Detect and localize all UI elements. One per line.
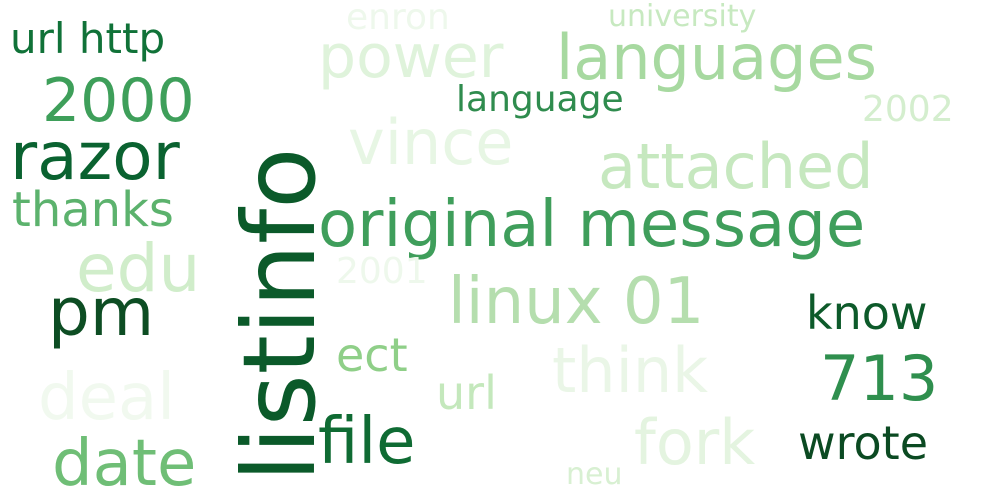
word-languages: languages xyxy=(556,21,877,94)
word-thanks: thanks xyxy=(12,182,174,238)
word-2001: 2001 xyxy=(336,251,428,292)
word-vince: vince xyxy=(348,106,514,179)
word-linux-01: linux 01 xyxy=(448,265,705,339)
word-pm: pm xyxy=(48,274,155,351)
word-university: university xyxy=(608,0,757,34)
word-2000: 2000 xyxy=(42,66,195,136)
word-think: think xyxy=(552,334,709,407)
word-know: know xyxy=(806,286,928,340)
word-fork: fork xyxy=(634,406,756,479)
word-original-message: original message xyxy=(318,188,866,262)
word-file: file xyxy=(318,405,416,479)
word-power: power xyxy=(318,22,504,92)
word-date: date xyxy=(52,427,197,500)
word-deal: deal xyxy=(38,361,175,435)
word-listinfo: listinfo xyxy=(221,147,338,482)
word-url: url xyxy=(436,366,497,420)
word-edu: edu xyxy=(76,230,201,307)
word-713: 713 xyxy=(820,342,939,415)
word-enron: enron xyxy=(346,0,450,38)
word-url-http: url http xyxy=(10,14,166,63)
word-wrote: wrote xyxy=(798,416,929,470)
word-razor: razor xyxy=(10,118,180,195)
word-2002: 2002 xyxy=(862,89,954,130)
word-neu: neu xyxy=(566,457,623,492)
word-attached: attached xyxy=(598,130,874,203)
word-ect: ect xyxy=(336,328,408,382)
word-language: language xyxy=(456,79,624,120)
